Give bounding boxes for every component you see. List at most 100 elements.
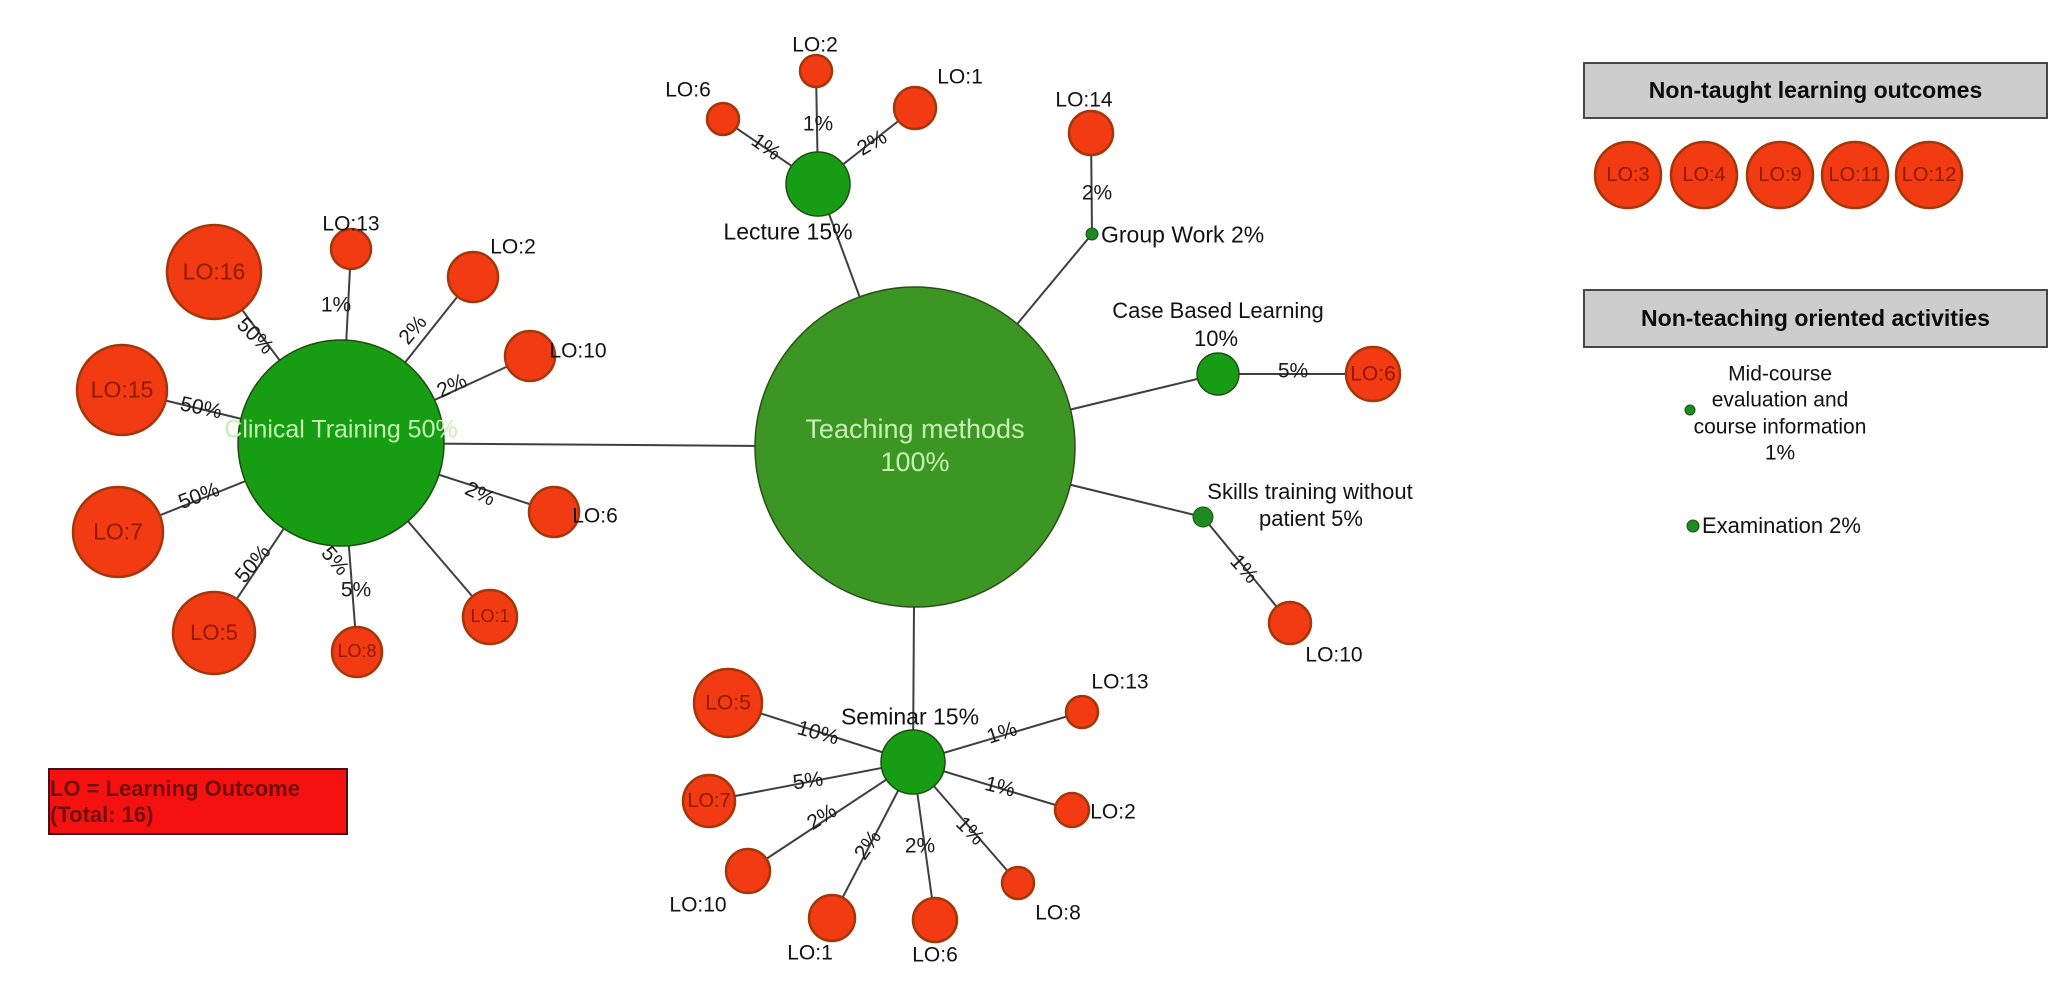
node-lecture (785, 151, 851, 217)
node-clinical-lo7 (71, 485, 165, 579)
seminar-lo13-label: LO:13 (1091, 670, 1149, 694)
legend-lo11-label: LO:11 (1828, 164, 1882, 186)
node-seminar-lo8 (1000, 865, 1036, 901)
seminar-lo5-label: LO:5 (705, 691, 751, 715)
node-lecture-lo1 (892, 85, 938, 131)
groupwork-lo14-pct: 2% (1081, 181, 1113, 205)
node-clinical-lo6 (527, 485, 581, 539)
nodes (71, 53, 1964, 944)
legend-lo12-label: LO:12 (1901, 164, 1957, 186)
node-seminar-lo5 (692, 667, 764, 739)
clinical-lo16-label: LO:16 (182, 258, 246, 285)
lecture-label: Lecture 15% (723, 218, 853, 245)
skills-label-line2: patient 5% (1259, 505, 1363, 531)
seminar-lo8-label: LO:8 (1035, 901, 1081, 925)
legend-lo3-label: LO:3 (1606, 164, 1650, 186)
clinical-lo13-pct: 1% (320, 293, 352, 317)
cbl-lo6-pct: 5% (1277, 359, 1309, 383)
node-clinical-lo2 (446, 250, 500, 304)
node-clinical-lo16 (165, 223, 263, 321)
midcourse-label-line4: 1% (1764, 441, 1796, 465)
lecture-lo2-pct: 1% (802, 112, 834, 136)
panel-non-teaching-title: Non-teaching oriented activities (1641, 305, 1990, 331)
node-clinical-lo13 (329, 227, 373, 271)
clinical-lo2-label: LO:2 (490, 235, 536, 259)
clinical-lo5-label: LO:5 (190, 619, 238, 645)
node-seminar-lo6 (911, 896, 959, 944)
seminar-lo2-label: LO:2 (1090, 800, 1136, 824)
lecture-lo2-label: LO:2 (792, 33, 838, 57)
panel-non-taught: Non-taught learning outcomes (1583, 62, 2048, 119)
lecture-lo1-label: LO:1 (937, 65, 983, 89)
cbl-lo6-label: LO:6 (1350, 362, 1396, 386)
edge-seminar-lo10 (747, 761, 914, 872)
clinical-lo8-pct: 5% (340, 578, 372, 602)
clinical-lo7-label: LO:7 (93, 518, 143, 545)
clinical-lo8-label: LO:8 (337, 641, 377, 662)
node-seminar-lo7 (681, 773, 737, 829)
midcourse-label-line2: evaluation and (1711, 388, 1849, 412)
seminar-lo7-label: LO:7 (687, 790, 731, 812)
clinical-lo15-label: LO:15 (90, 376, 154, 403)
legend-lo9-label: LO:9 (1758, 164, 1802, 186)
midcourse-label-line1: Mid-course (1728, 362, 1832, 386)
skills-label-line1: Skills training without (1207, 478, 1413, 504)
node-seminar-lo2 (1053, 791, 1091, 829)
node-seminar-lo10 (724, 847, 772, 895)
legend-circle-lo4 (1669, 140, 1739, 210)
clinical-lo1-label: LO:1 (470, 606, 510, 627)
seminar-lo7-pct: 5% (791, 767, 825, 795)
seminar-lo1-label: LO:1 (787, 941, 833, 965)
note-box: LO = Learning Outcome (Total: 16) (48, 768, 348, 835)
node-clinical-lo5 (171, 590, 257, 676)
clinical-lo10-label: LO:10 (549, 339, 607, 363)
skills-lo10-label: LO:10 (1305, 643, 1363, 667)
node-lecture-lo2 (798, 53, 834, 89)
clinical-training-label: Clinical Training 50% (224, 415, 458, 444)
node-seminar-lo1 (807, 893, 857, 943)
node-teaching-methods (754, 286, 1076, 608)
edge-skills-lo10 (1202, 516, 1291, 624)
cbl-pct-label: 10% (1193, 325, 1239, 351)
legend-circle-lo12 (1894, 140, 1964, 210)
note-box-text: LO = Learning Outcome (Total: 16) (50, 775, 300, 827)
teaching-methods-label-line1: Teaching methods (805, 414, 1025, 445)
seminar-lo10-label: LO:10 (669, 893, 727, 917)
node-case-based-learning (1196, 352, 1240, 396)
legend-dot-examination (1686, 519, 1700, 533)
legend-circle-lo9 (1745, 140, 1815, 210)
seminar-lo6-label: LO:6 (912, 943, 958, 967)
node-seminar-lo13 (1064, 694, 1100, 730)
cbl-label: Case Based Learning (1112, 297, 1324, 323)
node-seminar (880, 729, 946, 795)
node-clinical-training (237, 339, 445, 547)
seminar-label: Seminar 15% (840, 703, 980, 730)
examination-label: Examination 2% (1702, 512, 1861, 538)
legend-dot-midcourse (1684, 404, 1696, 416)
lecture-lo6-label: LO:6 (665, 78, 711, 102)
node-groupwork-lo14 (1067, 109, 1115, 157)
node-group-work (1085, 227, 1099, 241)
node-lecture-lo6 (705, 101, 741, 137)
node-clinical-lo10 (503, 329, 557, 383)
node-clinical-lo8 (330, 625, 384, 679)
node-cbl-lo6 (1344, 345, 1402, 403)
midcourse-label-line3: course information (1693, 415, 1867, 439)
legend-circle-lo11 (1820, 140, 1890, 210)
groupwork-lo14-label: LO:14 (1055, 88, 1113, 112)
legend-circle-lo3 (1593, 140, 1663, 210)
seminar-lo6-pct: 2% (904, 834, 936, 858)
node-clinical-lo1 (461, 588, 519, 646)
node-skills-training (1192, 506, 1214, 528)
node-clinical-lo15 (75, 343, 169, 437)
panel-non-teaching: Non-teaching oriented activities (1583, 289, 2048, 348)
teaching-methods-label-line2: 100% (880, 447, 950, 478)
node-skills-lo10 (1267, 600, 1313, 646)
clinical-lo13-label: LO:13 (322, 212, 380, 236)
groupwork-label: Group Work 2% (1101, 221, 1265, 248)
panel-non-taught-title: Non-taught learning outcomes (1648, 77, 1983, 103)
legend-lo4-label: LO:4 (1682, 164, 1726, 186)
clinical-lo6-label: LO:6 (572, 504, 618, 528)
